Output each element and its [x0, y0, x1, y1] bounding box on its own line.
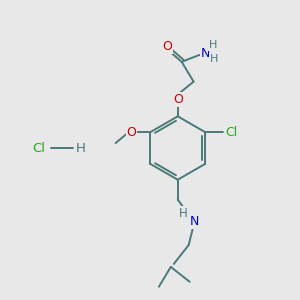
Text: H: H — [210, 54, 219, 64]
Text: O: O — [162, 40, 172, 53]
Text: N: N — [190, 215, 199, 228]
Text: H: H — [179, 207, 188, 220]
Text: Cl: Cl — [32, 142, 46, 154]
Text: H: H — [76, 142, 85, 154]
Text: O: O — [127, 126, 136, 139]
Text: N: N — [201, 47, 210, 60]
Text: H: H — [209, 40, 218, 50]
Text: Cl: Cl — [225, 126, 237, 139]
Text: O: O — [173, 93, 183, 106]
